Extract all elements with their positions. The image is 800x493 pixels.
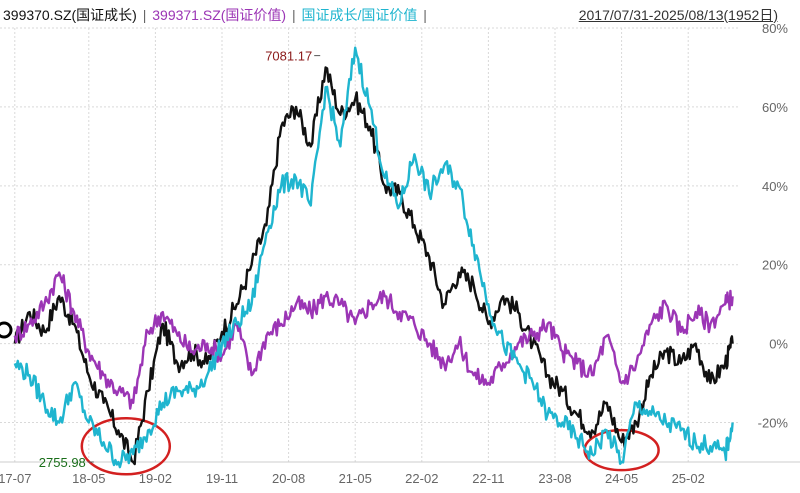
series-line — [13, 46, 734, 469]
grid — [0, 27, 800, 463]
y-tick-label: 80% — [762, 21, 788, 36]
x-tick-label: 25-02 — [672, 471, 705, 486]
y-tick-label: 60% — [762, 100, 788, 115]
x-tick-label: 22-02 — [405, 471, 438, 486]
annotations: 7081.17 2755.98 — [39, 49, 321, 470]
x-tick-label: 19-02 — [139, 471, 172, 486]
legend-item-growth[interactable]: 399370.SZ(国证成长) — [3, 7, 137, 23]
legend-separator: | — [142, 7, 147, 23]
x-tick-label: 19-11 — [206, 471, 238, 486]
y-tick-label: 0% — [769, 337, 788, 352]
min-value-label: 2755.98 — [39, 455, 86, 470]
x-tick-label: 20-08 — [272, 471, 305, 486]
legend-item-value[interactable]: 399371.SZ(国证价值) — [152, 7, 287, 23]
x-tick-label: 21-05 — [339, 471, 372, 486]
max-value-label: 7081.17 — [265, 49, 312, 64]
y-axis-ticks: 80% 60% 40% 20% 0% -20% — [758, 21, 789, 431]
highlight-ellipse — [80, 416, 172, 476]
series-line — [13, 66, 734, 466]
x-tick-label: 18-05 — [72, 471, 105, 486]
legend: 399370.SZ(国证成长) | 399371.SZ(国证价值) | 国证成长… — [3, 5, 429, 25]
legend-separator: | — [291, 7, 296, 23]
y-tick-label: 40% — [762, 179, 788, 194]
scroll-handle[interactable] — [0, 321, 13, 339]
scroll-handle-icon[interactable] — [0, 321, 13, 339]
y-tick-label: -20% — [758, 416, 789, 431]
x-tick-label: 24-05 — [605, 471, 638, 486]
legend-separator: | — [423, 7, 427, 23]
x-tick-label: 17-07 — [0, 471, 31, 486]
legend-item-ratio[interactable]: 国证成长/国证价值 — [301, 7, 418, 23]
chart-header: 399370.SZ(国证成长) | 399371.SZ(国证价值) | 国证成长… — [0, 0, 800, 28]
x-axis-ticks: 17-07 18-05 19-02 19-11 20-08 21-05 22-02 22-11… — [0, 471, 705, 486]
y-tick-label: 20% — [762, 258, 788, 273]
date-range[interactable]: 2017/07/31-2025/08/13(1952日) — [578, 7, 778, 23]
series-line — [13, 271, 734, 410]
x-tick-label: 23-08 — [538, 471, 571, 486]
series-lines — [13, 46, 734, 469]
x-tick-label: 22-11 — [472, 471, 504, 486]
